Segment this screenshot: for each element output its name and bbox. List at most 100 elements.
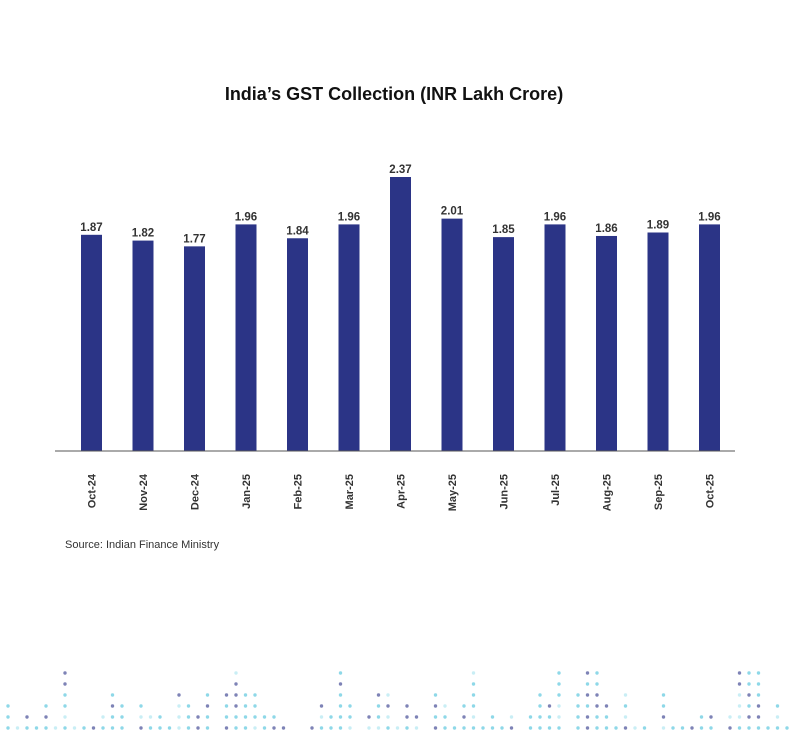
x-tick-mar-25: Mar-25 [344,474,356,509]
decor-dot [709,726,713,730]
decor-dot [623,715,628,719]
decor-dot [661,715,666,719]
decor-dot [376,704,381,708]
decor-dot [234,682,238,686]
decor-dot [82,726,86,730]
bars-group: 1.87 1.82 1.77 1.96 1.84 1.96 2.37 2.01 1.85 1.96… [80,164,721,451]
decor-dot [775,704,780,708]
value-label-oct-24: 1.87 [80,222,102,234]
decor-dot [775,726,780,730]
decor-dot [490,726,495,730]
source-note: Source: Indian Finance Ministry [65,539,220,551]
x-tick-feb-25: Feb-25 [293,474,305,509]
decor-dot [756,726,761,730]
decor-dot [471,671,476,675]
decor-dot [585,682,590,686]
decor-dot [367,715,371,719]
decor-dot [44,715,48,719]
decor-dot [405,726,409,730]
decor-dot [747,726,751,730]
decor-dot [224,704,229,708]
bar-mar-25 [338,224,360,451]
decor-dot [110,693,115,697]
decor-dot [253,726,257,730]
x-tick-jul-25: Jul-25 [550,474,562,506]
decor-dot [595,671,599,675]
decor-dot [243,715,248,719]
decor-dot [205,704,210,708]
decor-dot [452,726,457,730]
decor-dot [338,693,343,697]
decor-dot [319,704,324,708]
x-tick-dec-24: Dec-24 [190,473,202,510]
x-tick-jan-25: Jan-25 [241,474,253,509]
value-label-oct-25: 1.96 [698,211,720,223]
decor-dot [699,726,704,730]
decor-dot [329,715,333,719]
decor-dot [623,726,628,730]
decor-dot [205,726,210,730]
decor-dot [443,704,447,708]
decor-dot [737,693,742,697]
decor-dot [34,726,39,730]
bar-jul-25 [544,224,566,451]
bar-jun-25 [493,237,514,451]
decor-dot [747,715,751,719]
value-label-dec-24: 1.77 [183,233,205,245]
x-tick-oct-24: Oct-24 [87,473,99,508]
decor-dot [614,726,618,730]
decor-dot [196,726,200,730]
decor-dot [72,726,77,730]
decor-dot [376,715,381,719]
decor-dot [262,726,267,730]
decor-dot [63,715,67,719]
decor-dot [243,693,248,697]
decor-dot [243,726,248,730]
decor-dot [471,682,476,686]
decor-dot [177,715,181,719]
x-tick-oct-25: Oct-25 [705,474,717,508]
decor-dot [557,693,561,697]
decor-dot [63,682,67,686]
decor-dot [747,671,751,675]
x-tick-may-25: May-25 [447,474,459,511]
decor-dot [272,715,276,719]
decor-dot [595,715,599,719]
decor-dot [737,704,742,708]
x-tick-nov-24: Nov-24 [138,473,150,511]
decor-dot [585,671,590,675]
decor-dot [766,726,770,730]
decor-dot [386,715,390,719]
decor-dot [471,704,476,708]
decor-dot [709,715,713,719]
decor-dot [747,693,751,697]
decor-dot [576,704,580,708]
decor-dot [63,693,67,697]
decor-dot [737,726,742,730]
value-label-jul-25: 1.96 [544,211,566,223]
bar-aug-25 [596,235,617,451]
decor-dot [747,704,751,708]
decor-dot [348,704,352,708]
decor-dot [756,682,761,686]
decor-dot [224,715,229,719]
decor-dot [547,726,552,730]
x-tick-aug-25: Aug-25 [602,474,614,511]
decor-dot [414,715,419,719]
decor-dot [585,704,590,708]
decor-dot [253,693,257,697]
decor-dot [158,726,162,730]
decor-dot [557,715,561,719]
x-tick-jun-25: Jun-25 [499,474,511,509]
decor-dot [167,726,172,730]
decor-dot [690,726,694,730]
decor-dot [471,726,476,730]
bar-nov-24 [132,240,154,451]
decor-dot [481,726,485,730]
decor-dot [63,726,67,730]
decor-dot [490,715,495,719]
x-tick-labels: Oct-24 Nov-24 Dec-24 Jan-25 Feb-25 Mar-25 Apr-… [87,473,717,511]
decor-dot [547,704,552,708]
decor-dot [120,715,124,719]
decor-dot [405,704,409,708]
